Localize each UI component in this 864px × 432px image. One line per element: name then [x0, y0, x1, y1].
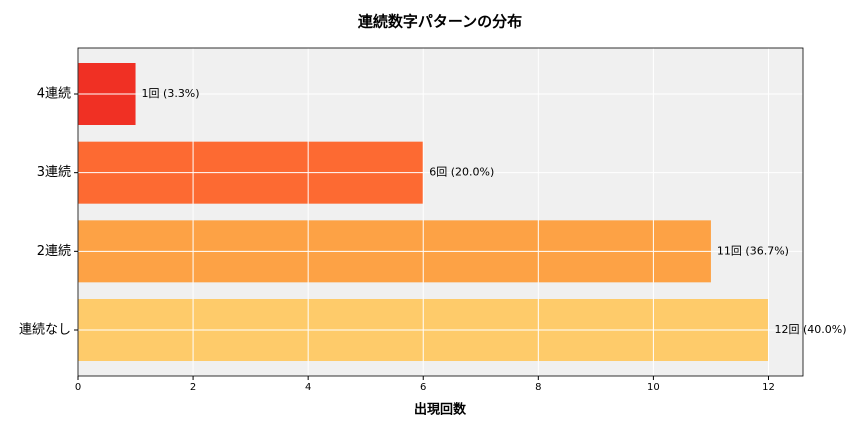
chart-title: 連続数字パターンの分布: [358, 13, 522, 31]
y-tick-label: 2連続: [37, 244, 71, 259]
value-label: 6回 (20.0%): [429, 166, 494, 179]
value-label: 11回 (36.7%): [717, 244, 789, 257]
value-label: 1回 (3.3%): [142, 87, 200, 100]
y-tick-label: 連続なし: [19, 323, 71, 338]
x-axis-label: 出現回数: [414, 402, 467, 418]
x-tick-label: 0: [75, 382, 81, 393]
plot-frame: [77, 47, 804, 377]
x-tick-label: 10: [647, 382, 660, 393]
x-tick-label: 8: [535, 382, 541, 393]
x-tick-label: 12: [762, 382, 775, 393]
x-tick-label: 6: [420, 382, 426, 393]
value-label: 12回 (40.0%): [774, 323, 846, 336]
y-tick-label: 3連続: [37, 165, 71, 180]
x-tick-label: 4: [305, 382, 311, 393]
x-tick-label: 2: [190, 382, 196, 393]
y-tick-label: 4連続: [37, 87, 71, 102]
